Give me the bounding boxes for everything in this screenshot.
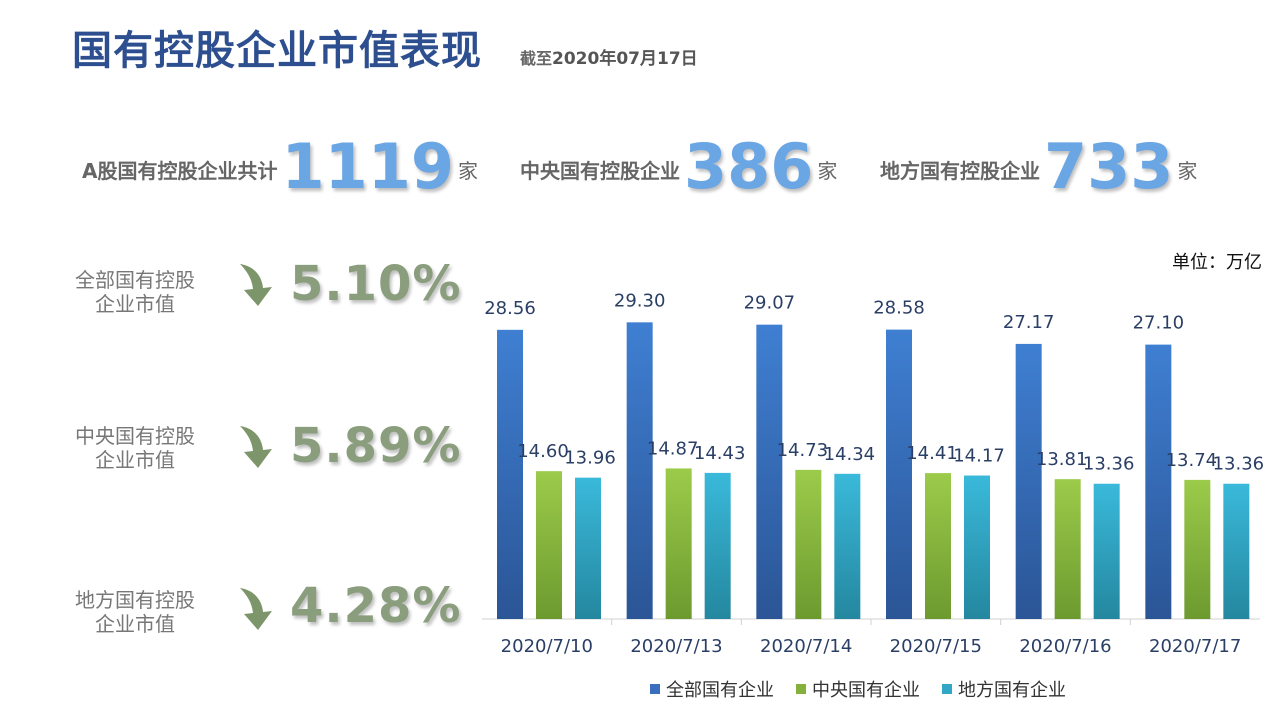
arrow-down-icon [240, 588, 272, 630]
bar-central [665, 468, 692, 619]
data-label-central: 13.74 [1166, 450, 1218, 471]
stat-number: 1119 [281, 130, 455, 203]
bar-local [575, 477, 601, 619]
bar-total [1015, 343, 1042, 619]
legend-item-central: 中央国有企业 [796, 676, 920, 702]
legend-item-local: 地方国有企业 [942, 676, 1066, 702]
x-tick-label: 2020/7/10 [501, 636, 593, 657]
unit-note: 单位：万亿 [1172, 252, 1262, 273]
bar-total [756, 324, 783, 619]
stat-unit: 家 [817, 159, 838, 183]
metric-label-line: 企业市值 [95, 448, 175, 472]
data-label-local: 13.36 [1213, 454, 1265, 475]
legend-swatch [796, 684, 806, 694]
as-of-date-value: 2020年07月17日 [552, 49, 698, 69]
metric-label-line: 中央国有控股 [75, 424, 195, 448]
stat-label: 中央国有控股企业 [520, 159, 680, 183]
arrow-down-icon [240, 264, 272, 306]
metric-change-total: 5.10% [290, 256, 462, 312]
data-label-total: 27.17 [1003, 312, 1055, 333]
data-label-local: 14.43 [694, 443, 746, 464]
data-label-local: 13.96 [564, 448, 616, 469]
page-title: 国有控股企业市值表现 [72, 28, 482, 74]
data-label-local: 14.17 [953, 446, 1005, 467]
data-label-total: 29.30 [614, 290, 666, 311]
data-label-local: 14.34 [824, 444, 876, 465]
stat-number: 386 [684, 130, 814, 203]
as-of-prefix: 截至 [520, 49, 553, 68]
bar-total [626, 322, 653, 619]
metric-change-local: 4.28% [290, 578, 462, 634]
x-tick-label: 2020/7/17 [1149, 636, 1241, 657]
data-label-local: 13.36 [1083, 454, 1135, 475]
data-label-central: 14.41 [906, 443, 958, 464]
bar-local [1223, 483, 1250, 619]
stat-total-soe: A股国有控股企业共计 1119 家 [82, 118, 478, 198]
bar-total [886, 329, 912, 619]
bar-central [925, 473, 951, 619]
legend-swatch [650, 684, 660, 694]
data-label-total: 28.56 [484, 298, 536, 319]
bar-total [497, 329, 523, 619]
metric-label-line: 企业市值 [95, 612, 175, 636]
metric-label-line: 全部国有控股 [75, 268, 195, 292]
x-tick-label: 2020/7/15 [890, 636, 982, 657]
chart-legend: 全部国有企业 中央国有企业 地方国有企业 [650, 676, 1066, 702]
data-label-central: 14.60 [517, 441, 569, 462]
metric-label-central: 中央国有控股 企业市值 [60, 424, 210, 472]
bar-local [704, 472, 731, 619]
data-label-central: 14.73 [777, 440, 829, 461]
bar-local [1093, 483, 1120, 619]
data-label-total: 29.07 [744, 293, 796, 314]
metric-label-total: 全部国有控股 企业市值 [60, 268, 210, 316]
stat-central-soe: 中央国有控股企业 386 家 [520, 118, 837, 198]
metric-label-local: 地方国有控股 企业市值 [60, 588, 210, 636]
stat-unit: 家 [1177, 159, 1198, 183]
data-label-central: 14.87 [647, 438, 699, 459]
bar-local [834, 473, 861, 619]
metric-label-line: 地方国有控股 [75, 588, 195, 612]
legend-label: 地方国有企业 [958, 680, 1066, 701]
metric-label-line: 企业市值 [95, 292, 175, 316]
legend-swatch [942, 684, 952, 694]
stat-unit: 家 [458, 159, 479, 183]
stat-number: 733 [1044, 130, 1174, 203]
data-label-total: 28.58 [873, 298, 925, 319]
bar-local [964, 475, 990, 619]
arrow-down-icon [240, 426, 272, 468]
x-tick-label: 2020/7/13 [630, 636, 722, 657]
stat-label: 地方国有控股企业 [880, 159, 1040, 183]
metric-change-central: 5.89% [290, 418, 462, 474]
stat-local-soe: 地方国有控股企业 733 家 [880, 118, 1197, 198]
legend-item-total: 全部国有企业 [650, 676, 774, 702]
bar-total [1145, 344, 1172, 619]
data-label-total: 27.10 [1133, 313, 1185, 334]
legend-label: 全部国有企业 [666, 680, 774, 701]
as-of-date: 截至2020年07月17日 [520, 44, 698, 69]
stat-label: A股国有控股企业共计 [82, 159, 278, 183]
bar-central [536, 471, 562, 619]
bar-central [1184, 479, 1211, 619]
legend-label: 中央国有企业 [812, 680, 920, 701]
bar-central [1054, 479, 1081, 619]
x-tick-label: 2020/7/16 [1019, 636, 1111, 657]
bar-central [795, 469, 822, 619]
x-tick-label: 2020/7/14 [760, 636, 852, 657]
data-label-central: 13.81 [1036, 449, 1088, 470]
